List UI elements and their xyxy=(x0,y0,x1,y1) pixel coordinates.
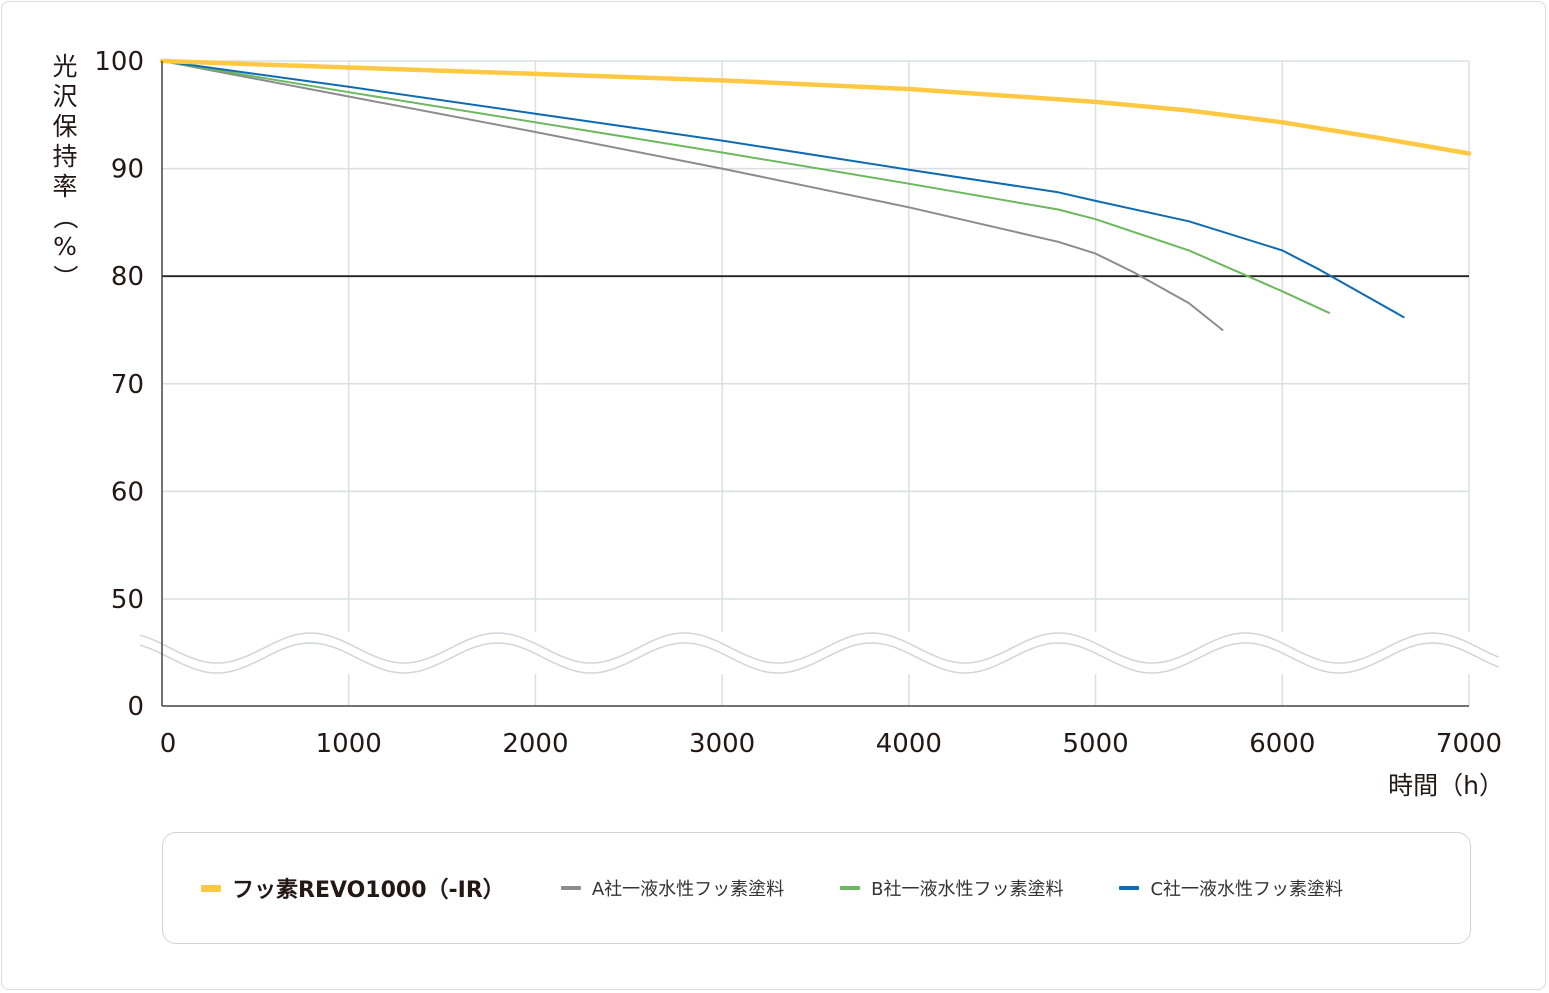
x-tick-label-0: 0 xyxy=(160,729,177,759)
y-tick-label-90: 90 xyxy=(111,155,144,185)
legend-swatch xyxy=(560,886,581,890)
y-axis-title-char: % xyxy=(53,232,77,261)
legend: フッ素REVO1000（-IR） A社一液水性フッ素塗料 B社一液水性フッ素塗料 C社… xyxy=(162,832,1471,944)
series-line-1 xyxy=(161,60,1224,331)
y-axis-title-char: （ xyxy=(50,204,80,230)
legend-item-1: A社一液水性フッ素塗料 xyxy=(560,875,785,901)
y-axis-title-char: 持 xyxy=(52,142,78,171)
y-tick-label-50: 50 xyxy=(111,585,144,615)
y-tick-label-100: 100 xyxy=(94,47,144,77)
y-tick-label-60: 60 xyxy=(111,477,144,507)
y-tick-label-80: 80 xyxy=(111,262,144,292)
axis-layer xyxy=(161,61,1469,707)
legend-label: B社一液水性フッ素塗料 xyxy=(871,879,1064,900)
axis-break-wave-upper xyxy=(139,632,1500,664)
legend-swatch xyxy=(201,884,221,892)
x-tick-label-7000: 7000 xyxy=(1436,729,1502,759)
legend-label: フッ素REVO1000（-IR） xyxy=(232,878,505,903)
legend-label: A社一液水性フッ素塗料 xyxy=(591,879,785,900)
legend-swatch xyxy=(1119,886,1140,890)
legend-item-3: C社一液水性フッ素塗料 xyxy=(1119,875,1343,901)
axis-break-mask xyxy=(140,632,1499,674)
y-axis-title-char: 保 xyxy=(52,112,78,141)
x-tick-label-2000: 2000 xyxy=(502,729,568,759)
x-tick-label-5000: 5000 xyxy=(1062,729,1128,759)
x-axis-title: 時間（h） xyxy=(1388,771,1504,800)
legend-item-2: B社一液水性フッ素塗料 xyxy=(840,875,1063,901)
y-axis-title-char: 沢 xyxy=(52,82,78,111)
series-line-3 xyxy=(161,60,1405,319)
axis-break-wave-lower xyxy=(139,642,1500,674)
grid-layer xyxy=(162,60,1470,706)
legend-swatch xyxy=(840,886,861,890)
y-axis-title-char: 光 xyxy=(52,52,78,81)
x-tick-label-1000: 1000 xyxy=(316,729,382,759)
y-axis-title: 光沢保持率 （% ） xyxy=(48,52,82,292)
x-tick-label-4000: 4000 xyxy=(876,729,942,759)
y-axis-title-char: 率 xyxy=(52,172,78,201)
axis-break-layer xyxy=(139,632,1500,674)
y-tick-label-0: 0 xyxy=(127,692,144,722)
y-axis-title-char: ） xyxy=(50,264,80,290)
legend-item-0: フッ素REVO1000（-IR） xyxy=(201,872,505,904)
series-line-2 xyxy=(161,60,1330,314)
x-tick-label-6000: 6000 xyxy=(1249,729,1315,759)
series-layer xyxy=(159,58,1472,331)
x-tick-label-3000: 3000 xyxy=(689,729,755,759)
tick-label-layer: 0 1000 2000 3000 4000 5000 6000 7000 0 50 60 70 80 90… xyxy=(94,47,1504,800)
series-line-0 xyxy=(159,58,1472,156)
legend-label: C社一液水性フッ素塗料 xyxy=(1150,879,1344,900)
y-tick-label-70: 70 xyxy=(111,370,144,400)
